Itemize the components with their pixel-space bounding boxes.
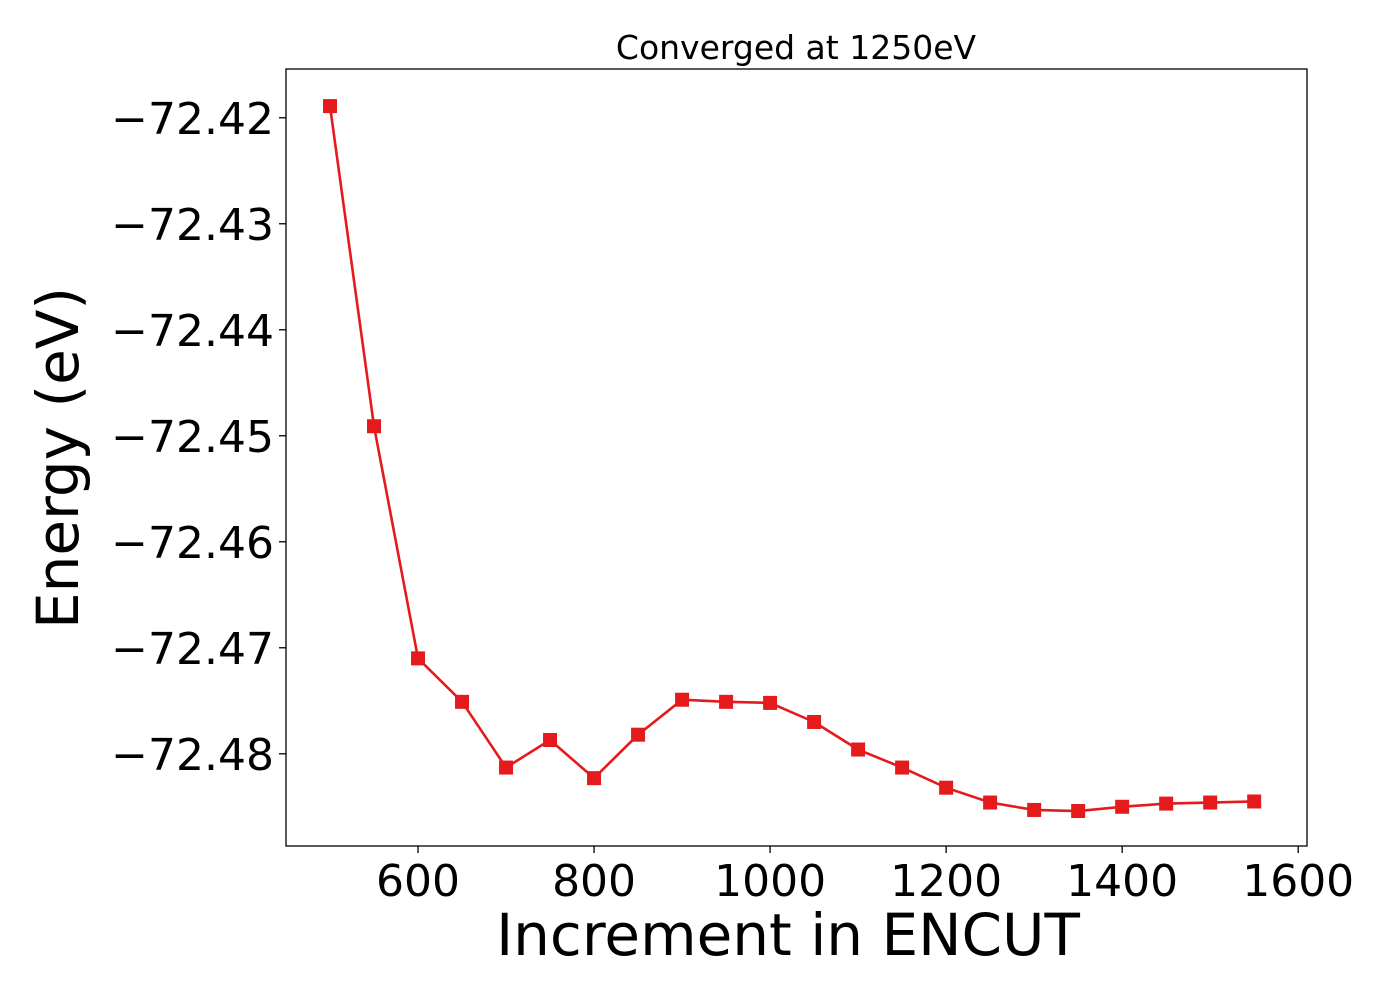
plot-area bbox=[285, 68, 1308, 847]
series-markers bbox=[323, 99, 1262, 819]
data-point-marker bbox=[675, 692, 690, 707]
x-axis-label: Increment in ENCUT bbox=[496, 901, 1080, 969]
data-point-marker bbox=[1159, 796, 1174, 811]
y-tick-label: −72.43 bbox=[111, 200, 274, 251]
y-tick-label: −72.42 bbox=[111, 94, 274, 145]
data-point-marker bbox=[763, 695, 778, 710]
data-point-marker bbox=[367, 419, 382, 434]
x-axis-ticks: 600 800 1000 1200 1400 1600 bbox=[376, 846, 1354, 907]
y-tick-label: −72.46 bbox=[111, 518, 274, 569]
y-axis-label: Energy (eV) bbox=[24, 287, 92, 629]
data-point-marker bbox=[939, 780, 954, 795]
data-point-marker bbox=[1247, 794, 1262, 809]
x-tick-label: 800 bbox=[552, 856, 636, 907]
data-point-marker bbox=[1027, 802, 1042, 817]
x-tick-label: 1200 bbox=[890, 856, 1002, 907]
x-tick-label: 1000 bbox=[714, 856, 826, 907]
data-point-marker bbox=[543, 732, 558, 747]
y-tick-label: −72.48 bbox=[111, 730, 274, 781]
series-line bbox=[328, 105, 1255, 813]
data-point-marker bbox=[719, 694, 734, 709]
data-point-marker bbox=[587, 771, 602, 786]
data-point-marker bbox=[1071, 804, 1086, 819]
data-point-marker bbox=[807, 714, 822, 729]
data-point-marker bbox=[499, 760, 514, 775]
data-point-marker bbox=[1203, 795, 1218, 810]
y-tick-label: −72.47 bbox=[111, 624, 274, 675]
data-point-marker bbox=[455, 694, 470, 709]
x-tick-label: 1600 bbox=[1242, 856, 1354, 907]
x-tick-label: 1400 bbox=[1066, 856, 1178, 907]
data-point-marker bbox=[1115, 799, 1130, 814]
y-axis-ticks: −72.42 −72.43 −72.44 −72.45 −72.46 −72.47 −72.… bbox=[111, 94, 286, 781]
y-tick-label: −72.44 bbox=[111, 306, 274, 357]
data-point-marker bbox=[983, 795, 998, 810]
chart-title: Converged at 1250eV bbox=[616, 28, 977, 67]
data-point-marker bbox=[631, 727, 646, 742]
data-point-marker bbox=[323, 99, 338, 114]
y-tick-label: −72.45 bbox=[111, 412, 274, 463]
data-point-marker bbox=[895, 760, 910, 775]
data-point-marker bbox=[411, 651, 426, 666]
x-tick-label: 600 bbox=[376, 856, 460, 907]
data-point-marker bbox=[851, 742, 866, 757]
